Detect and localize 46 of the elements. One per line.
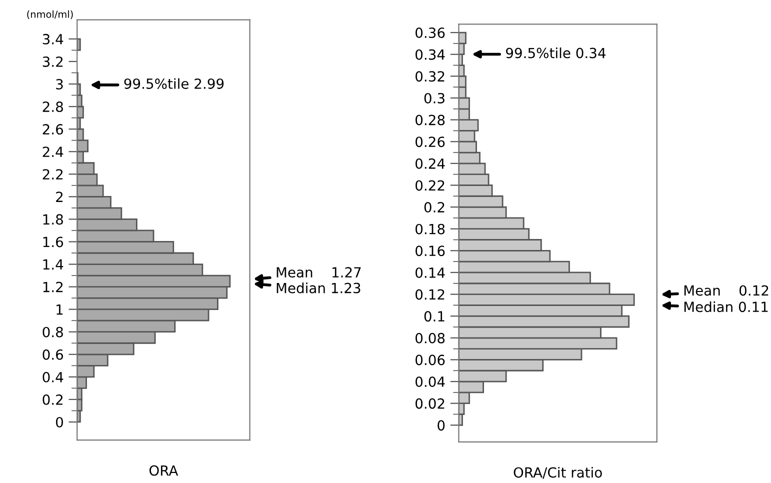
y-tick-label: 1.6 (43, 236, 64, 248)
y-tick-label: 0.06 (416, 354, 445, 366)
y-tick-label: 2.6 (42, 124, 64, 135)
annotation: 99.5%tile 2.99 (124, 78, 224, 89)
y-tick-label: 0.6 (42, 349, 64, 360)
y-tick-label: 0.26 (416, 136, 445, 148)
y-tick-label: 1.4 (43, 259, 64, 270)
y-tick-label: 0.28 (416, 114, 445, 126)
y-tick-label: 2.2 (42, 169, 63, 180)
y-tick-label: 0.14 (416, 267, 445, 278)
y-tick-label: 3 (56, 78, 63, 90)
y-tick-label: 0.34 (416, 49, 445, 60)
y-tick-label: 2 (56, 192, 63, 202)
annotation: 99.5%tile 0.34 (506, 48, 606, 58)
y-tick-label: 2.4 (42, 146, 64, 157)
text: Median 1.23 (276, 282, 360, 294)
x-axis-title: ORA (149, 465, 178, 476)
y-tick-label: 0.08 (416, 332, 445, 344)
y-tick-label: 0.02 (416, 398, 444, 409)
text: Median 0.11 (684, 301, 768, 312)
y-tick-label: 1 (56, 304, 63, 315)
text: Mean 1.27 (276, 267, 361, 278)
x-axis-title: ORA/Cit ratio (514, 466, 602, 479)
y-tick-label: 0.36 (416, 28, 445, 38)
y-tick-label: 2.8 (42, 102, 63, 112)
y-tick-label: 0.1 (424, 311, 444, 322)
y-tick-label: 0.04 (416, 376, 445, 387)
y-tick-label: 0.16 (416, 246, 445, 256)
y-tick-label: 0.3 (424, 92, 444, 104)
y-tick-label: 0.32 (416, 71, 444, 82)
y-tick-label: 0.18 (416, 224, 445, 234)
y-tick-label: 0.12 (416, 289, 444, 300)
y-tick-label: 1.2 (43, 282, 63, 292)
y-tick-label: 1.8 (43, 214, 63, 225)
y-axis-title: (nmol/ml) (27, 10, 73, 20)
y-tick-label: 0.24 (416, 158, 445, 169)
y-tick-label: 0 (438, 420, 445, 431)
y-tick-label: 3.4 (42, 34, 64, 44)
y-tick-label: 0.8 (42, 326, 63, 338)
y-tick-label: 0 (56, 416, 63, 428)
y-tick-label: 0.22 (416, 180, 444, 191)
y-tick-label: 0.4 (42, 372, 64, 382)
y-tick-label: 0.2 (42, 394, 63, 405)
text: Mean 0.12 (684, 285, 768, 296)
y-tick-label: 3.2 (42, 56, 63, 67)
y-tick-label: 0.2 (424, 202, 444, 213)
